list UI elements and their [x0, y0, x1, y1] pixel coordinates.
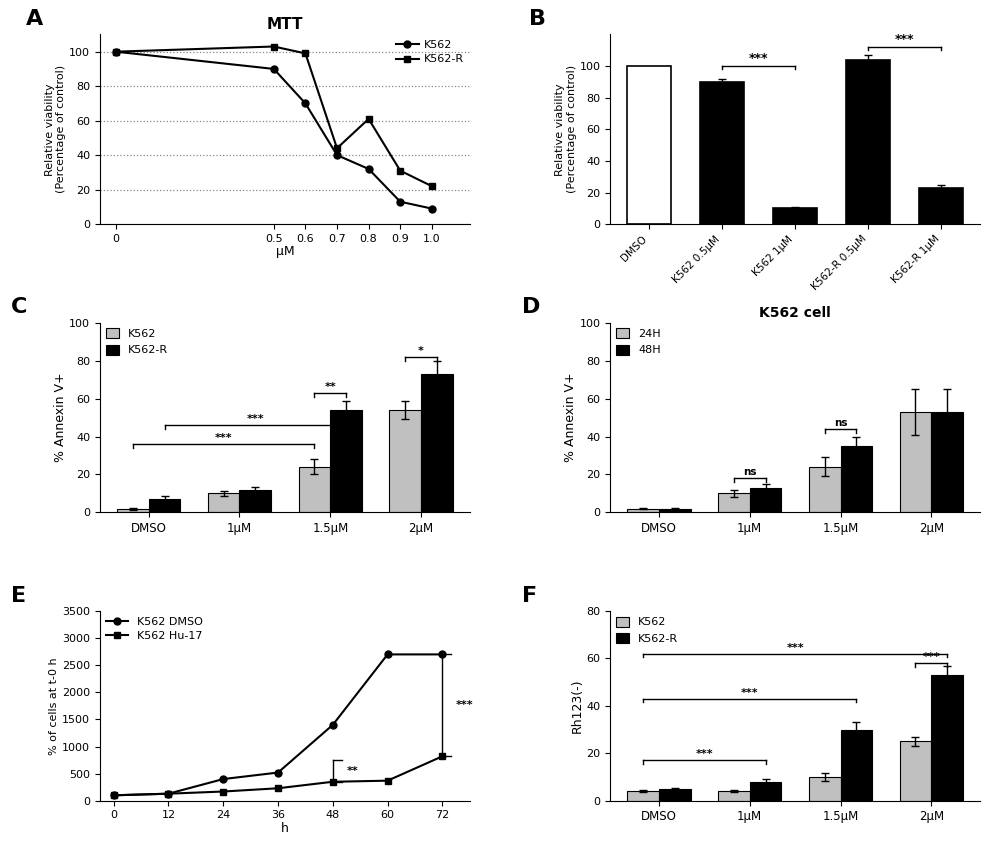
K562 Hu-17	[272, 784, 284, 794]
K562 DMSO	[382, 649, 394, 660]
Bar	[627, 791, 659, 801]
Text: ***: ***	[215, 433, 232, 443]
K562-R	[110, 46, 122, 57]
K562 DMSO	[272, 767, 284, 777]
Text: ***: ***	[456, 700, 474, 710]
K562 DMSO	[108, 790, 120, 801]
Text: ***: ***	[923, 652, 940, 662]
Bar	[421, 374, 453, 512]
Text: A: A	[26, 9, 43, 29]
Text: ***: ***	[895, 34, 914, 46]
Legend: 24H, 48H: 24H, 48H	[616, 328, 661, 356]
K562-R	[363, 114, 375, 124]
K562 Hu-17	[108, 790, 120, 801]
X-axis label: μM: μM	[276, 245, 294, 258]
K562 DMSO	[162, 789, 174, 799]
Text: **: **	[346, 766, 358, 776]
Bar	[659, 509, 691, 512]
Title: K562 cell: K562 cell	[759, 307, 831, 320]
K562-R	[268, 41, 280, 52]
K562 Hu-17	[382, 776, 394, 786]
Text: ***: ***	[247, 414, 264, 424]
Text: E: E	[11, 585, 26, 605]
K562-R	[331, 143, 343, 153]
Bar	[718, 791, 750, 801]
Y-axis label: % of cells at t-0 h: % of cells at t-0 h	[49, 657, 59, 755]
Bar	[809, 467, 841, 512]
Bar	[809, 777, 841, 801]
Bar	[700, 82, 744, 224]
Line: K562 Hu-17: K562 Hu-17	[110, 753, 446, 799]
Bar	[773, 208, 817, 224]
Line: K562-R: K562-R	[112, 43, 435, 189]
K562 Hu-17	[436, 751, 448, 761]
Y-axis label: Relative viability
(Percentage of control): Relative viability (Percentage of contro…	[555, 65, 577, 194]
Bar	[841, 729, 872, 801]
Bar	[208, 493, 239, 512]
Y-axis label: % Annexin V+: % Annexin V+	[54, 373, 66, 462]
K562 Hu-17	[217, 786, 229, 796]
K562 DMSO	[327, 720, 339, 730]
Line: K562 DMSO: K562 DMSO	[110, 651, 446, 799]
K562 DMSO	[217, 774, 229, 784]
Bar	[900, 741, 931, 801]
Legend: K562, K562-R: K562, K562-R	[106, 328, 168, 356]
Text: ns: ns	[743, 468, 756, 477]
K562 DMSO	[436, 649, 448, 660]
Bar	[299, 467, 330, 512]
Bar	[718, 493, 750, 512]
Bar	[117, 509, 149, 512]
K562	[299, 98, 311, 108]
Y-axis label: Rh123(-): Rh123(-)	[571, 678, 584, 734]
Text: ***: ***	[786, 642, 804, 653]
X-axis label: h: h	[281, 822, 289, 835]
Text: ns: ns	[834, 418, 847, 428]
Bar	[239, 490, 271, 512]
Bar	[750, 488, 781, 512]
Title: MTT: MTT	[267, 17, 303, 32]
Text: **: **	[324, 382, 336, 392]
Legend: K562, K562-R: K562, K562-R	[396, 40, 464, 65]
Bar	[149, 499, 180, 512]
K562 Hu-17	[327, 777, 339, 787]
K562-R	[299, 48, 311, 59]
Bar	[659, 789, 691, 801]
Text: *: *	[418, 346, 424, 356]
Bar	[330, 410, 362, 512]
K562-R	[394, 165, 406, 176]
Y-axis label: Relative viability
(Percentage of control): Relative viability (Percentage of contro…	[45, 65, 66, 194]
Text: ***: ***	[695, 749, 713, 759]
K562	[331, 150, 343, 160]
Bar	[627, 509, 659, 512]
Text: B: B	[529, 9, 546, 29]
K562	[426, 203, 438, 214]
K562-R	[426, 181, 438, 191]
Text: F: F	[522, 585, 537, 605]
K562 Hu-17	[162, 789, 174, 799]
Bar	[846, 59, 890, 224]
Text: C: C	[11, 297, 28, 317]
Bar	[841, 446, 872, 512]
Text: ***: ***	[741, 688, 759, 697]
Bar	[750, 782, 781, 801]
Text: ***: ***	[749, 53, 768, 65]
Legend: K562, K562-R: K562, K562-R	[616, 616, 678, 644]
K562	[363, 164, 375, 174]
Bar	[627, 66, 671, 224]
Text: D: D	[522, 297, 540, 317]
K562	[268, 64, 280, 74]
Bar	[931, 412, 963, 512]
Legend: K562 DMSO, K562 Hu-17: K562 DMSO, K562 Hu-17	[106, 616, 203, 641]
Bar	[931, 675, 963, 801]
Line: K562: K562	[112, 48, 435, 212]
K562	[110, 46, 122, 57]
Bar	[389, 410, 421, 512]
Y-axis label: % Annexin V+: % Annexin V+	[564, 373, 577, 462]
Bar	[900, 412, 931, 512]
K562	[394, 196, 406, 207]
Bar	[919, 188, 963, 224]
